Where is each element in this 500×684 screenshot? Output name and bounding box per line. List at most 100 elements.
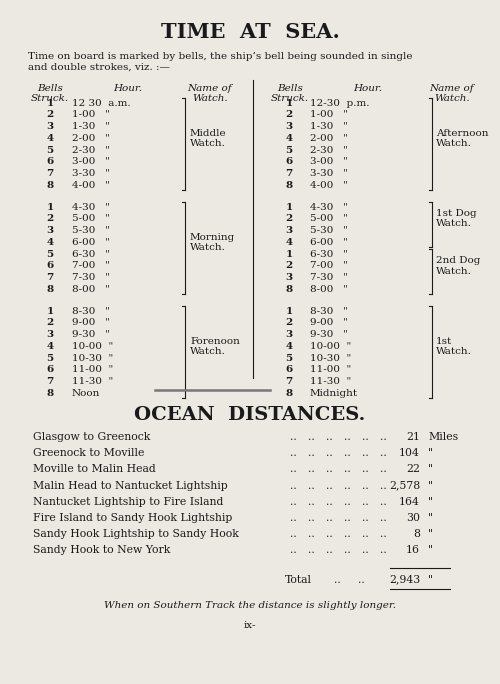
Text: 1: 1 xyxy=(286,202,292,211)
Text: ..: .. xyxy=(344,448,351,458)
Text: ..: .. xyxy=(290,545,297,555)
Text: 2: 2 xyxy=(286,261,292,270)
Text: Bells
Struck.: Bells Struck. xyxy=(31,84,69,103)
Text: 4: 4 xyxy=(286,342,292,351)
Text: ..: .. xyxy=(380,497,387,507)
Text: ..: .. xyxy=(358,575,365,585)
Text: 3-00   ": 3-00 " xyxy=(310,157,348,166)
Text: 7-00   ": 7-00 " xyxy=(310,261,348,270)
Text: 2: 2 xyxy=(286,110,292,119)
Text: ..: .. xyxy=(290,432,297,442)
Text: ..: .. xyxy=(290,448,297,458)
Text: 3: 3 xyxy=(46,330,54,339)
Text: Fire Island to Sandy Hook Lightship: Fire Island to Sandy Hook Lightship xyxy=(33,513,232,523)
Text: Miles: Miles xyxy=(428,432,458,442)
Text: Glasgow to Greenock: Glasgow to Greenock xyxy=(33,432,150,442)
Text: ..: .. xyxy=(290,513,297,523)
Text: Time on board is marked by bells, the ship’s bell being sounded in single
and do: Time on board is marked by bells, the sh… xyxy=(28,52,412,71)
Text: 1-00   ": 1-00 " xyxy=(72,110,110,119)
Text: Hour.: Hour. xyxy=(114,84,142,93)
Text: 2,578: 2,578 xyxy=(389,481,420,490)
Text: ..: .. xyxy=(380,448,387,458)
Text: 4-00   ": 4-00 " xyxy=(310,181,348,190)
Text: 5: 5 xyxy=(286,146,292,155)
Text: 5: 5 xyxy=(46,250,54,259)
Text: 4-00   ": 4-00 " xyxy=(72,181,110,190)
Text: ..: .. xyxy=(326,497,333,507)
Text: OCEAN  DISTANCES.: OCEAN DISTANCES. xyxy=(134,406,366,424)
Text: Noon: Noon xyxy=(72,389,101,398)
Text: 4: 4 xyxy=(286,238,292,247)
Text: 3: 3 xyxy=(46,122,54,131)
Text: ..: .. xyxy=(362,464,369,475)
Text: 1st Dog
Watch.: 1st Dog Watch. xyxy=(436,209,476,228)
Text: Forenoon
Watch.: Forenoon Watch. xyxy=(190,337,240,356)
Text: 1: 1 xyxy=(286,98,292,107)
Text: 30: 30 xyxy=(406,513,420,523)
Text: 9-00   ": 9-00 " xyxy=(310,318,348,328)
Text: 7-30   ": 7-30 " xyxy=(72,274,110,282)
Text: 5-00   ": 5-00 " xyxy=(72,214,110,223)
Text: Middle
Watch.: Middle Watch. xyxy=(190,129,226,148)
Text: 2-00   ": 2-00 " xyxy=(72,134,110,143)
Text: ..: .. xyxy=(344,529,351,539)
Text: 12 30  a.m.: 12 30 a.m. xyxy=(72,98,130,107)
Text: Afternoon
Watch.: Afternoon Watch. xyxy=(436,129,488,148)
Text: Midnight: Midnight xyxy=(310,389,358,398)
Text: 7: 7 xyxy=(46,274,54,282)
Text: 5: 5 xyxy=(46,146,54,155)
Text: ..: .. xyxy=(308,545,315,555)
Text: ..: .. xyxy=(326,432,333,442)
Text: 1: 1 xyxy=(286,306,292,315)
Text: 8: 8 xyxy=(413,529,420,539)
Text: 9-30   ": 9-30 " xyxy=(310,330,348,339)
Text: Malin Head to Nantucket Lightship: Malin Head to Nantucket Lightship xyxy=(33,481,228,490)
Text: ..: .. xyxy=(380,464,387,475)
Text: 4: 4 xyxy=(286,134,292,143)
Text: 5-00   ": 5-00 " xyxy=(310,214,348,223)
Text: ..: .. xyxy=(326,464,333,475)
Text: 2-00   ": 2-00 " xyxy=(310,134,348,143)
Text: ..: .. xyxy=(326,481,333,490)
Text: 7: 7 xyxy=(286,170,292,179)
Text: 8-00   ": 8-00 " xyxy=(310,285,348,294)
Text: ..: .. xyxy=(362,529,369,539)
Text: ..: .. xyxy=(380,545,387,555)
Text: 6: 6 xyxy=(286,365,292,375)
Text: ..: .. xyxy=(290,497,297,507)
Text: 6: 6 xyxy=(46,157,54,166)
Text: 4: 4 xyxy=(46,342,54,351)
Text: 8: 8 xyxy=(286,389,292,398)
Text: ": " xyxy=(428,464,433,475)
Text: 3: 3 xyxy=(286,274,292,282)
Text: ..: .. xyxy=(362,432,369,442)
Text: ..: .. xyxy=(362,448,369,458)
Text: 2,943: 2,943 xyxy=(389,575,420,585)
Text: 3: 3 xyxy=(286,330,292,339)
Text: 16: 16 xyxy=(406,545,420,555)
Text: Total: Total xyxy=(285,575,312,585)
Text: 8-30   ": 8-30 " xyxy=(72,306,110,315)
Text: 3: 3 xyxy=(46,226,54,235)
Text: 5-30   ": 5-30 " xyxy=(310,226,348,235)
Text: 4: 4 xyxy=(46,134,54,143)
Text: ..: .. xyxy=(380,432,387,442)
Text: ": " xyxy=(428,529,433,539)
Text: 1st
Watch.: 1st Watch. xyxy=(436,337,472,356)
Text: ..: .. xyxy=(344,513,351,523)
Text: 11-00  ": 11-00 " xyxy=(72,365,113,375)
Text: ..: .. xyxy=(308,497,315,507)
Text: 3-00   ": 3-00 " xyxy=(72,157,110,166)
Text: 7: 7 xyxy=(46,170,54,179)
Text: 4-30   ": 4-30 " xyxy=(72,202,110,211)
Text: ..: .. xyxy=(308,481,315,490)
Text: 11-00  ": 11-00 " xyxy=(310,365,351,375)
Text: 21: 21 xyxy=(406,432,420,442)
Text: 5: 5 xyxy=(46,354,54,363)
Text: ..: .. xyxy=(344,481,351,490)
Text: ix-: ix- xyxy=(244,621,256,630)
Text: ..: .. xyxy=(326,545,333,555)
Text: TIME  AT  SEA.: TIME AT SEA. xyxy=(160,22,340,42)
Text: 8: 8 xyxy=(46,181,54,190)
Text: 8: 8 xyxy=(286,181,292,190)
